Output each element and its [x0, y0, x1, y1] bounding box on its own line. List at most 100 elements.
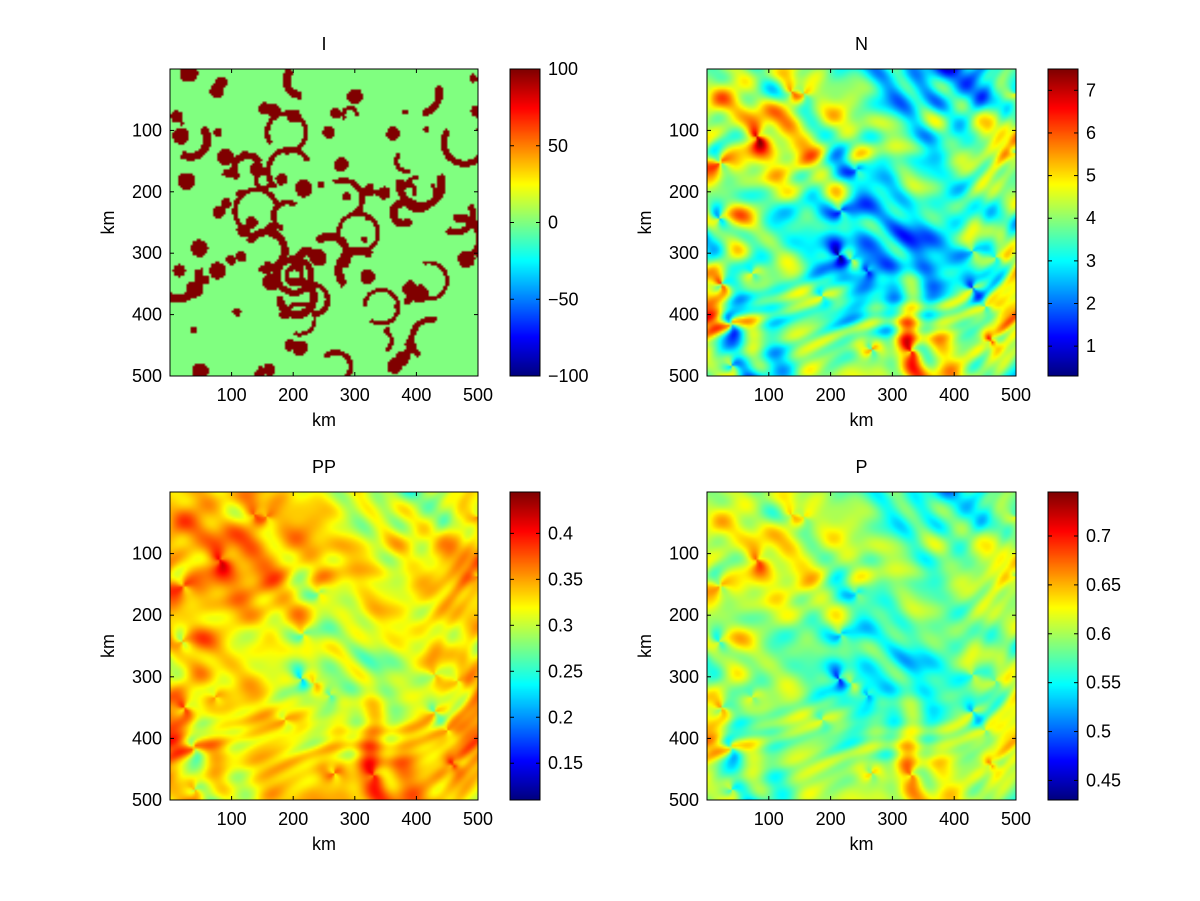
x-tick-label: 500: [1001, 809, 1031, 829]
y-tick-label: 500: [669, 366, 699, 386]
y-tick-label: 500: [132, 366, 162, 386]
y-tick-label: 400: [132, 728, 162, 748]
colorbar-tick-label: 0.3: [548, 615, 573, 635]
x-tick-label: 300: [877, 809, 907, 829]
colorbar: −100 −50 0 50 100: [509, 59, 589, 386]
colorbar-tick-label: 0.7: [1086, 526, 1111, 546]
y-tick-label: 400: [669, 305, 699, 325]
colorbar-tick-label: 100: [548, 59, 578, 79]
y-tick-label: 400: [669, 728, 699, 748]
x-tick-label: 100: [754, 385, 784, 405]
y-tick-label: 300: [669, 667, 699, 687]
x-tick-label: 400: [939, 809, 969, 829]
colorbar-gradient: [510, 69, 540, 376]
x-tick-label: 400: [401, 385, 431, 405]
axes-frame: [706, 491, 1017, 801]
colorbar-tick-label: 1: [1086, 336, 1096, 356]
heatmap-image: [707, 492, 1016, 800]
colorbar: 0.45 0.5 0.55 0.6 0.65 0.7: [1047, 491, 1121, 801]
x-tick-label: 400: [401, 809, 431, 829]
y-axis-label: km: [98, 211, 118, 235]
x-tick-label: 200: [816, 385, 846, 405]
y-tick-label: 100: [132, 544, 162, 564]
axes-frame: [169, 491, 479, 801]
y-axis-label: km: [635, 634, 655, 658]
y-tick-label: 500: [669, 790, 699, 810]
subplot-pp: PP 100 200 300 400 500 100 200 300 400 500 km km 0.15…: [98, 457, 583, 854]
axes-frame: [169, 68, 479, 377]
colorbar-tick-label: 0.5: [1086, 722, 1111, 742]
y-tick-label: 200: [132, 182, 162, 202]
colorbar-tick-label: 7: [1086, 80, 1096, 100]
colorbar-gradient: [1048, 69, 1078, 376]
x-tick-label: 200: [278, 809, 308, 829]
heatmap-image: [707, 69, 1016, 376]
colorbar-tick-label: 50: [548, 136, 568, 156]
y-axis-label: km: [98, 634, 118, 658]
y-tick-label: 200: [669, 605, 699, 625]
y-tick-label: 100: [669, 120, 699, 140]
x-tick-label: 100: [217, 809, 247, 829]
colorbar-tick-label: −50: [548, 289, 579, 309]
subplot-title: PP: [312, 457, 336, 477]
colorbar-tick-label: 6: [1086, 123, 1096, 143]
heatmap-image: [170, 492, 478, 800]
y-tick-label: 300: [132, 243, 162, 263]
y-tick-label: 200: [669, 182, 699, 202]
colorbar-tick-label: 2: [1086, 294, 1096, 314]
x-axis-label: km: [312, 410, 336, 430]
colorbar-frame: [1047, 491, 1079, 801]
x-tick-label: 100: [217, 385, 247, 405]
subplot-title: N: [855, 34, 868, 54]
colorbar-tick-label: 3: [1086, 251, 1096, 271]
axes-frame: [706, 68, 1017, 377]
x-tick-label: 200: [278, 385, 308, 405]
x-axis-label: km: [850, 410, 874, 430]
heatmap-image: [170, 69, 478, 376]
colorbar-tick-label: 0.45: [1086, 770, 1121, 790]
y-tick-label: 300: [669, 243, 699, 263]
subplot-title: P: [855, 457, 867, 477]
y-tick-label: 300: [132, 667, 162, 687]
x-tick-label: 300: [877, 385, 907, 405]
colorbar: 1 2 3 4 5 6 7: [1047, 68, 1096, 377]
x-tick-label: 300: [340, 809, 370, 829]
y-tick-label: 200: [132, 605, 162, 625]
x-tick-label: 400: [939, 385, 969, 405]
colorbar-tick-label: 0.35: [548, 569, 583, 589]
colorbar-tick-label: 4: [1086, 208, 1096, 228]
x-tick-label: 200: [816, 809, 846, 829]
x-tick-label: 500: [463, 809, 493, 829]
y-tick-label: 100: [132, 120, 162, 140]
colorbar-frame: [509, 491, 541, 801]
y-axis-label: km: [635, 211, 655, 235]
colorbar-tick-label: 0.2: [548, 707, 573, 727]
colorbar-gradient: [1048, 492, 1078, 800]
colorbar-tick-label: 0.15: [548, 753, 583, 773]
x-tick-label: 100: [754, 809, 784, 829]
colorbar-frame: [1047, 68, 1079, 377]
y-tick-label: 100: [669, 544, 699, 564]
subplot-title: I: [321, 34, 326, 54]
subplot-n: N 100 200 300 400 500 100 200 300 400 500 km km 1 2 3 4 5…: [635, 34, 1096, 430]
x-axis-label: km: [850, 834, 874, 854]
x-tick-label: 500: [1001, 385, 1031, 405]
colorbar-tick-label: −100: [548, 366, 589, 386]
colorbar-tick-label: 5: [1086, 166, 1096, 186]
x-tick-label: 300: [340, 385, 370, 405]
colorbar-tick-label: 0.6: [1086, 624, 1111, 644]
colorbar-tick-label: 0: [548, 213, 558, 233]
colorbar-tick-label: 0.25: [548, 661, 583, 681]
colorbar-gradient: [510, 492, 540, 800]
x-tick-label: 500: [463, 385, 493, 405]
y-tick-label: 500: [132, 790, 162, 810]
y-tick-label: 400: [132, 305, 162, 325]
x-axis-label: km: [312, 834, 336, 854]
colorbar-tick-label: 0.55: [1086, 673, 1121, 693]
colorbar-tick-label: 0.4: [548, 523, 573, 543]
colorbar: 0.15 0.2 0.25 0.3 0.35 0.4: [509, 491, 583, 801]
colorbar-tick-label: 0.65: [1086, 575, 1121, 595]
